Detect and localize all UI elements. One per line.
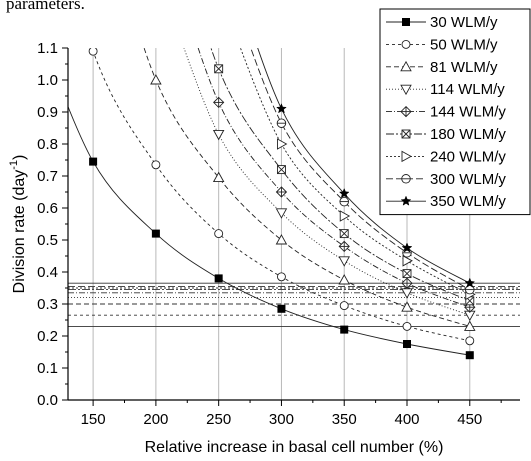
data-point [464, 320, 476, 331]
data-point [275, 208, 288, 219]
legend-label: 350 WLM/y [430, 193, 506, 210]
legend-label: 50 WLM/y [430, 36, 498, 53]
y-tick-label: 0.0 [37, 392, 58, 409]
data-point [214, 274, 223, 283]
data-point [276, 272, 286, 282]
data-point [401, 301, 413, 312]
data-point [401, 242, 413, 253]
data-point [465, 336, 475, 346]
series-line [250, 48, 471, 290]
data-point [465, 351, 474, 360]
data-point [339, 210, 351, 222]
data-point [401, 129, 411, 139]
legend-label: 114 WLM/y [430, 81, 505, 98]
y-tick-label: 0.6 [37, 200, 58, 217]
y-tick-label: 1.0 [37, 72, 58, 89]
x-tick-label: 450 [457, 411, 482, 428]
data-point [276, 103, 287, 114]
data-point [401, 288, 413, 299]
data-point [212, 129, 225, 141]
data-point [403, 340, 411, 348]
legend-label: 300 WLM/y [430, 171, 506, 188]
data-point [340, 325, 349, 334]
series-line [183, 48, 470, 316]
data-point [338, 240, 350, 253]
data-point [401, 174, 411, 184]
data-point [401, 277, 413, 289]
x-axis-title: Relative increase in basal cell number (… [145, 439, 444, 456]
data-point [339, 196, 349, 207]
data-point [338, 274, 350, 285]
data-point [338, 187, 350, 199]
data-point [402, 255, 413, 267]
data-point [213, 96, 225, 109]
data-point [400, 84, 412, 96]
y-tick-label: 0.2 [37, 328, 58, 345]
x-tick-label: 300 [269, 411, 294, 428]
data-point [339, 229, 349, 239]
data-point [88, 48, 98, 56]
data-point [214, 64, 224, 74]
legend-label: 240 WLM/y [430, 148, 506, 165]
legend: 30 WLM/y 50 WLM/y 81 WLM/y 114 WLM/y 144 WLM… [379, 8, 531, 216]
y-tick-label: 0.8 [37, 136, 58, 153]
data-point [151, 229, 160, 238]
data-point [277, 304, 286, 313]
data-point [150, 74, 162, 85]
data-point [401, 150, 412, 163]
data-point [338, 256, 350, 267]
data-point [275, 234, 288, 245]
data-point [275, 186, 288, 198]
y-tick-label: 0.7 [37, 168, 58, 185]
data-point [214, 229, 224, 239]
data-point [400, 60, 412, 72]
data-point [400, 105, 412, 118]
legend-label: 144 WLM/y [430, 104, 506, 121]
data-point [151, 160, 161, 170]
data-point [464, 277, 476, 288]
y-tick-label: 0.1 [37, 360, 58, 377]
data-point [276, 138, 288, 150]
data-point [401, 39, 411, 49]
data-point [276, 118, 287, 128]
data-point [276, 165, 286, 175]
data-point [402, 18, 410, 26]
data-point [339, 301, 349, 311]
data-point [89, 157, 98, 166]
series-line [68, 105, 470, 356]
asymptote-lines [68, 282, 520, 327]
data-point [402, 269, 412, 279]
data-point [212, 171, 225, 183]
series-line [239, 48, 470, 295]
x-tick-label: 350 [332, 411, 357, 428]
x-tick-label: 250 [206, 411, 231, 428]
y-tick-label: 0.3 [37, 296, 58, 313]
legend-label: 81 WLM/y [430, 59, 498, 76]
x-tick-label: 200 [143, 411, 168, 428]
caption-fragment: parameters. [6, 0, 85, 13]
y-tick-label: 0.4 [37, 264, 58, 281]
y-tick-label: 0.9 [37, 104, 58, 121]
series-line [257, 48, 470, 284]
data-point [402, 321, 412, 331]
y-tick-label: 0.5 [37, 232, 58, 249]
axes: 0.0 0.1 0.2 0.3 0.4 0.5 0.6 0.7 0.8 0.9 1.0 1.1 150 2… [37, 40, 520, 428]
y-tick-label: 1.1 [37, 40, 58, 57]
series-layer [68, 48, 476, 360]
legend-label: 30 WLM/y [430, 14, 498, 31]
legend-label: 180 WLM/y [430, 126, 506, 143]
x-tick-label: 150 [81, 411, 106, 428]
x-tick-label: 400 [394, 411, 419, 428]
y-axis-title: Division rate (day-1) [8, 155, 28, 294]
data-point [400, 195, 412, 206]
